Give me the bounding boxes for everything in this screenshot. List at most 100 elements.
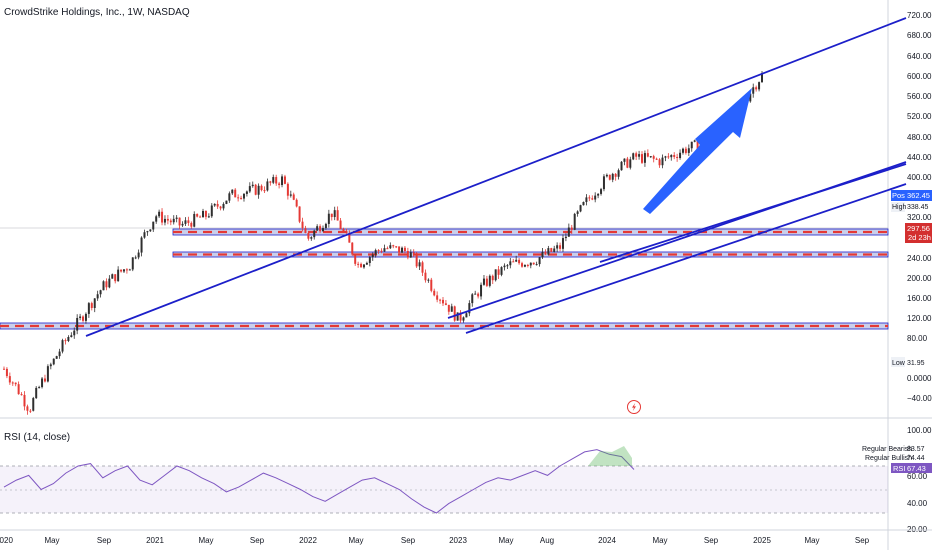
candle-body (506, 265, 509, 267)
candle-body (172, 218, 175, 223)
time-tick-label: May (198, 536, 213, 545)
time-tick-label: Sep (97, 536, 112, 545)
svg-text:67.43: 67.43 (907, 464, 926, 473)
svg-text:297.56: 297.56 (907, 224, 930, 233)
candle-body (512, 261, 515, 263)
candle-body (324, 223, 327, 229)
candle-body (365, 262, 368, 265)
price-tick-label: −40.00 (907, 394, 932, 403)
candle-body (690, 141, 693, 149)
time-tick-label: May (348, 536, 363, 545)
candle-body (594, 195, 597, 200)
candle-body (237, 197, 240, 199)
candle-body (46, 366, 49, 382)
price-tick-label: 720.00 (907, 11, 932, 20)
candle-body (488, 275, 491, 286)
candle-body (8, 376, 11, 383)
rsi-tick-label: 40.00 (907, 499, 928, 508)
candle-body (272, 177, 275, 183)
svg-text:Regular Bearish: Regular Bearish (862, 446, 912, 453)
candle-body (664, 156, 667, 158)
candle-body (79, 316, 82, 318)
candle-body (82, 316, 85, 321)
candle-body (278, 183, 281, 186)
candle-body (49, 364, 52, 367)
last-price-badge: 297.56 2d 23h (905, 223, 932, 243)
candle-body (67, 336, 70, 341)
candle-body (122, 269, 125, 272)
candle-body (658, 159, 661, 166)
candle-body (339, 220, 342, 230)
candle-body (219, 206, 222, 209)
candle-body (401, 247, 404, 253)
time-tick-label: Sep (855, 536, 870, 545)
lightning-icon[interactable] (627, 400, 641, 414)
price-tick-label: 240.00 (907, 254, 932, 263)
candle-body (474, 293, 477, 295)
time-tick-label: 2025 (753, 536, 771, 545)
svg-text:362.45: 362.45 (907, 191, 930, 200)
svg-text:Low: Low (892, 360, 906, 367)
time-tick-label: 2021 (146, 536, 164, 545)
candle-body (304, 228, 307, 234)
candle-body (758, 82, 761, 90)
candle-body (649, 156, 652, 158)
candle-body (535, 264, 538, 266)
candle-body (421, 262, 424, 273)
candle-body (131, 257, 134, 270)
svg-text:High: High (892, 204, 907, 211)
candle-body (281, 176, 284, 186)
candle-body (380, 250, 383, 252)
candle-body (283, 176, 286, 184)
candle-body (383, 248, 386, 252)
candle-body (55, 356, 58, 359)
time-tick-label: 2023 (449, 536, 467, 545)
price-tick-label: 120.00 (907, 314, 932, 323)
candle-body (441, 299, 444, 304)
svg-text:83.57: 83.57 (907, 446, 925, 453)
candle-body (90, 303, 93, 308)
candle-body (289, 194, 292, 196)
candle-body (576, 211, 579, 214)
candle-body (204, 210, 207, 217)
candle-body (620, 161, 623, 171)
candle-body (635, 153, 638, 157)
candle-body (73, 330, 76, 336)
candle-body (184, 220, 187, 224)
candle-body (503, 265, 506, 268)
candle-body (105, 281, 108, 288)
candle-body (597, 193, 600, 196)
candle-body (29, 410, 32, 412)
candle-body (84, 313, 87, 321)
candle-body (608, 174, 611, 180)
time-tick-label: May (804, 536, 819, 545)
candle-body (412, 252, 415, 254)
svg-text:2d 23h: 2d 23h (908, 233, 931, 242)
candle-body (526, 264, 529, 266)
time-tick-label: Sep (704, 536, 719, 545)
time-axis[interactable]: 2020 May Sep 2021 May Sep 2022 May Sep 2023 May Aug… (0, 529, 932, 545)
candle-body (354, 254, 357, 264)
candle-body (477, 293, 480, 297)
candle-body (415, 253, 418, 267)
candle-body (152, 221, 155, 230)
candle-body (564, 236, 567, 239)
candle-body (342, 229, 345, 232)
candle-body (427, 279, 430, 281)
candle-body (377, 250, 380, 252)
candle-body (600, 189, 603, 194)
candle-body (93, 298, 96, 308)
rsi-legend: Regular Bearish 83.57 Regular Bullish 74… (862, 446, 925, 462)
candle-body (611, 173, 614, 180)
candle-body (629, 159, 632, 168)
candle-body (70, 335, 73, 337)
candle-body (386, 248, 389, 250)
trendline (599, 163, 907, 263)
candle-body (225, 200, 228, 204)
candle-body (222, 203, 225, 209)
candle-body (193, 213, 196, 227)
candle-body (360, 263, 363, 268)
